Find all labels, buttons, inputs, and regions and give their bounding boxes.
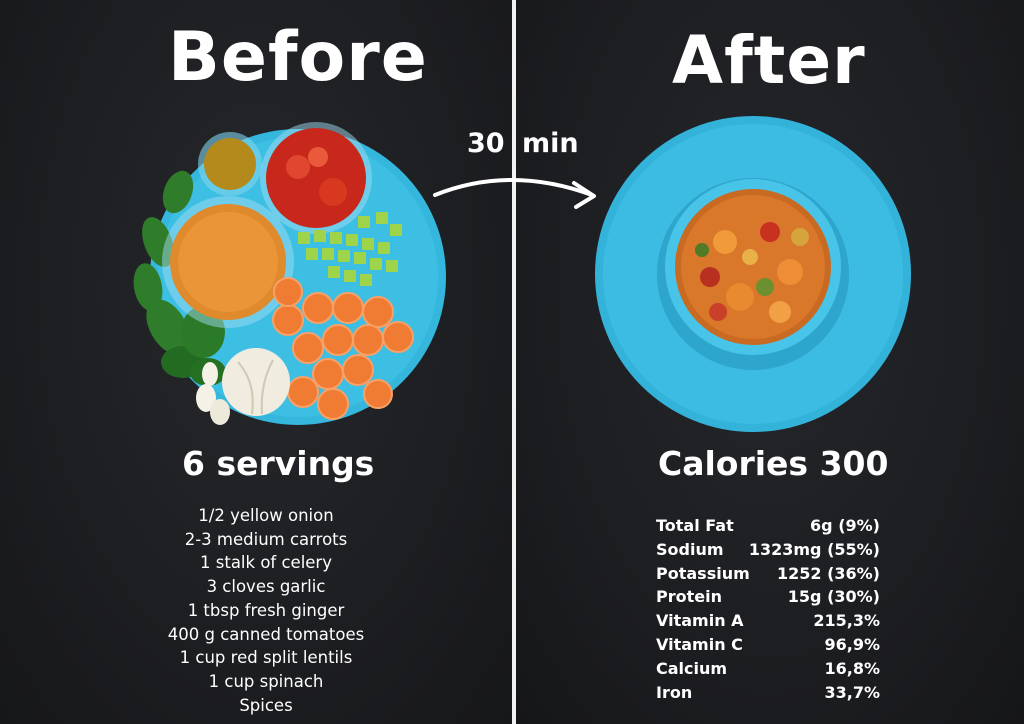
ingredients-plate <box>133 122 446 425</box>
nutrient-value: 1252 (36%) <box>776 563 880 583</box>
nutrient-label: Vitamin C <box>656 634 743 654</box>
curved-arrow-icon <box>433 178 596 209</box>
celery <box>298 212 402 286</box>
nutrient-value: 96,9% <box>824 634 880 654</box>
list-item: 1 cup spinach <box>208 671 324 691</box>
carrots <box>272 277 414 420</box>
list-item: 3 cloves garlic <box>206 577 326 597</box>
list-item: 400 g canned tomatoes <box>167 624 365 644</box>
nutrient-value: 215,3% <box>813 611 880 631</box>
nutrition-row: Vitamin C 96,9% <box>656 633 880 657</box>
nutrition-row: Potassium 1252 (36%) <box>656 562 880 586</box>
center-divider <box>512 0 516 724</box>
nutrient-value: 33,7% <box>824 682 880 702</box>
list-item: Spices <box>239 695 293 715</box>
nutrition-row: Calcium 16,8% <box>656 657 880 681</box>
nutrient-label: Iron <box>656 682 693 702</box>
nutrient-value: 16,8% <box>824 658 880 678</box>
nutrient-label: Potassium <box>656 563 750 583</box>
cook-time-unit: min <box>522 128 579 159</box>
nutrient-label: Total Fat <box>656 516 734 535</box>
list-item: 2-3 medium carrots <box>184 529 348 549</box>
nutrition-row: Vitamin A 215,3% <box>656 609 880 633</box>
nutrient-label: Vitamin A <box>656 611 744 631</box>
nutrition-row: Total Fat 6g (9%) <box>656 514 880 538</box>
soup-plate <box>595 116 911 432</box>
before-title: Before <box>168 18 428 97</box>
nutrition-row: Iron 33,7% <box>656 681 880 705</box>
nutrition-row: Protein 15g (30%) <box>656 585 880 609</box>
nutrient-label: Calcium <box>656 658 728 678</box>
nutrient-value: 6g (9%) <box>810 516 880 535</box>
nutrient-label: Protein <box>656 587 722 607</box>
servings-heading: 6 servings <box>182 444 375 483</box>
list-item: 1 cup red split lentils <box>179 648 353 668</box>
list-item: 1 stalk of celery <box>200 553 332 573</box>
ingredients-list: 1/2 yellow onion 2-3 medium carrots 1 st… <box>148 504 384 717</box>
cook-time-value: 30 <box>467 128 505 159</box>
nutrition-list: Total Fat 6g (9%) Sodium 1323mg (55%) Pota… <box>656 514 880 704</box>
list-item: 1 tbsp fresh ginger <box>187 600 345 620</box>
list-item: 1/2 yellow onion <box>198 506 334 525</box>
soup-vegetables <box>695 222 809 323</box>
nutrient-value: 1323mg (55%) <box>748 539 880 559</box>
nutrient-value: 15g (30%) <box>787 587 880 607</box>
calories-heading: Calories 300 <box>658 444 889 483</box>
after-title: After <box>672 22 866 99</box>
spinach-leaves <box>133 170 226 386</box>
nutrient-label: Sodium <box>656 539 724 559</box>
nutrition-row: Sodium 1323mg (55%) <box>656 538 880 562</box>
